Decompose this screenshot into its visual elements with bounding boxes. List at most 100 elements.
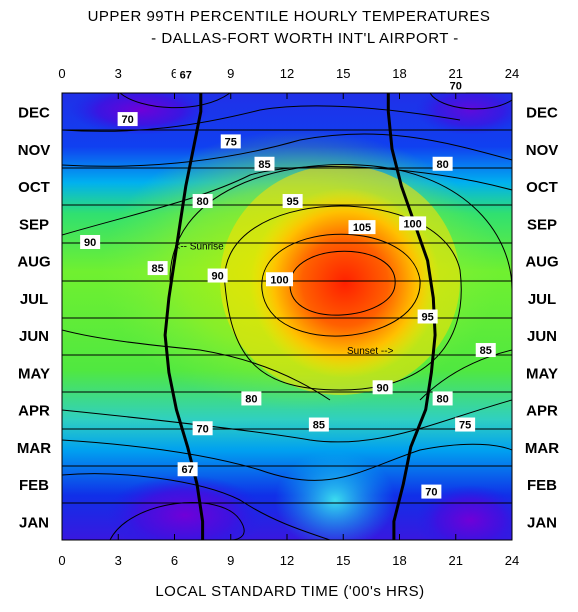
contour-label-box	[254, 156, 275, 171]
contour-labels: 67 70 70 75 80 85 80 95 105 100 90 85 90 100 95 85 90 80 8…	[80, 67, 496, 499]
contour-label-box	[421, 484, 442, 499]
contour-label: 95	[287, 196, 299, 208]
contour-label-box	[220, 134, 241, 149]
month-label-left: APR	[18, 403, 50, 420]
x-tick-label-bottom: 0	[58, 553, 65, 568]
month-label-left: OCT	[18, 179, 50, 196]
month-label-left: MAR	[17, 440, 51, 457]
month-label-left: FEB	[19, 477, 49, 494]
month-label-right: MAY	[526, 365, 558, 382]
contour-label: 70	[450, 81, 462, 93]
month-label-right: NOV	[526, 142, 559, 159]
contour-label: 67	[180, 69, 192, 81]
contour-label: 80	[437, 393, 449, 405]
contour-label: 90	[377, 382, 389, 394]
x-axis-label: LOCAL STANDARD TIME ('00's HRS)	[155, 583, 424, 600]
contour-label-box	[282, 194, 303, 209]
contour-label: 90	[212, 271, 224, 283]
chart-annotation: Sunset -->	[347, 346, 394, 357]
month-label-left: JAN	[19, 514, 49, 531]
month-label-right: DEC	[526, 105, 558, 122]
chart-annotation: <-- Sunrise	[175, 241, 225, 252]
month-label-right: OCT	[526, 179, 558, 196]
contour-label: 80	[245, 393, 257, 405]
x-tick-label-top: 12	[280, 66, 294, 81]
contour-label: 105	[353, 222, 371, 234]
contour-label-box	[192, 194, 213, 209]
contour-label: 85	[258, 159, 270, 171]
month-label-right: JUN	[527, 328, 557, 345]
month-label-right: SEP	[527, 216, 557, 233]
x-tick-label-bottom: 18	[392, 553, 406, 568]
month-label-left: SEP	[19, 216, 49, 233]
contour-label: 85	[313, 420, 325, 432]
contour-label-box	[147, 261, 168, 276]
sunrise-line	[163, 93, 205, 540]
x-tick-label-top: 0	[58, 66, 65, 81]
x-tick-label-top: 9	[227, 66, 234, 81]
contour-label-box	[372, 380, 393, 395]
x-tick-label-top: 21	[449, 66, 463, 81]
x-axis-top: 0 3 6 9 12 15 18 21 24	[58, 66, 519, 99]
contour-label-box	[241, 391, 262, 406]
month-label-left: DEC	[18, 105, 50, 122]
month-label-right: JUL	[528, 291, 556, 308]
contour-label: 80	[437, 159, 449, 171]
contour-label: 85	[152, 263, 164, 275]
month-label-right: JAN	[527, 514, 557, 531]
contour-label-box	[207, 268, 228, 283]
contour-label-box	[417, 309, 438, 324]
x-tick-label-bottom: 3	[115, 553, 122, 568]
contour-label: 100	[403, 218, 421, 230]
contour-label-box	[455, 417, 476, 432]
chart-subtitle: - DALLAS-FORT WORTH INT'L AIRPORT -	[151, 30, 459, 47]
contour-label: 90	[84, 237, 96, 249]
x-tick-label-bottom: 21	[449, 553, 463, 568]
contour-label: 70	[197, 423, 209, 435]
contour-label: 80	[197, 196, 209, 208]
heatmap-field	[62, 93, 512, 540]
contour-label-box	[266, 272, 293, 287]
annotations: <-- Sunrise Sunset -->	[175, 241, 394, 356]
contour-label-box	[308, 417, 329, 432]
x-tick-label-bottom: 9	[227, 553, 234, 568]
month-label-right: APR	[526, 403, 558, 420]
x-tick-label-bottom: 12	[280, 553, 294, 568]
contour-label: 70	[122, 114, 134, 126]
x-axis-bottom: 0 3 6 9 12 15 18 21 24	[58, 534, 519, 568]
contour-label-box	[117, 112, 138, 127]
contour-label: 75	[225, 136, 237, 148]
month-labels: JAN JAN FEB FEB MAR MAR APR APR MAY MAY JUN JUN JUL J…	[17, 105, 559, 532]
month-label-left: NOV	[18, 142, 51, 159]
contour-label: 70	[425, 487, 437, 499]
contour-label-box	[399, 216, 427, 231]
contour-label-box	[175, 67, 196, 82]
chart-title: UPPER 99TH PERCENTILE HOURLY TEMPERATURE…	[88, 8, 491, 25]
contour-lines	[62, 93, 512, 540]
contour-label: 100	[270, 274, 288, 286]
contour-label-box	[192, 421, 213, 436]
contour-label-box	[432, 391, 453, 406]
contour-label: 95	[422, 312, 434, 324]
contour-label-box	[432, 156, 453, 171]
contour-label-box	[445, 78, 466, 93]
contour-label-box	[475, 343, 496, 358]
contour-label-box	[80, 235, 101, 249]
x-tick-label-top: 15	[336, 66, 350, 81]
contour-label: 67	[182, 464, 194, 476]
x-tick-label-top: 18	[392, 66, 406, 81]
month-label-left: JUL	[20, 291, 48, 308]
month-label-right: AUG	[525, 254, 558, 271]
x-tick-label-bottom: 6	[171, 553, 178, 568]
x-tick-label-bottom: 24	[505, 553, 519, 568]
month-label-left: JUN	[19, 328, 49, 345]
contour-label-box	[348, 220, 376, 235]
contour-label: 85	[480, 345, 492, 357]
month-label-left: AUG	[17, 254, 50, 271]
contour-label-box	[177, 462, 198, 477]
month-label-right: FEB	[527, 477, 557, 494]
x-tick-label-top: 3	[115, 66, 122, 81]
month-label-left: MAY	[18, 365, 50, 382]
x-tick-label-top: 6	[171, 66, 178, 81]
